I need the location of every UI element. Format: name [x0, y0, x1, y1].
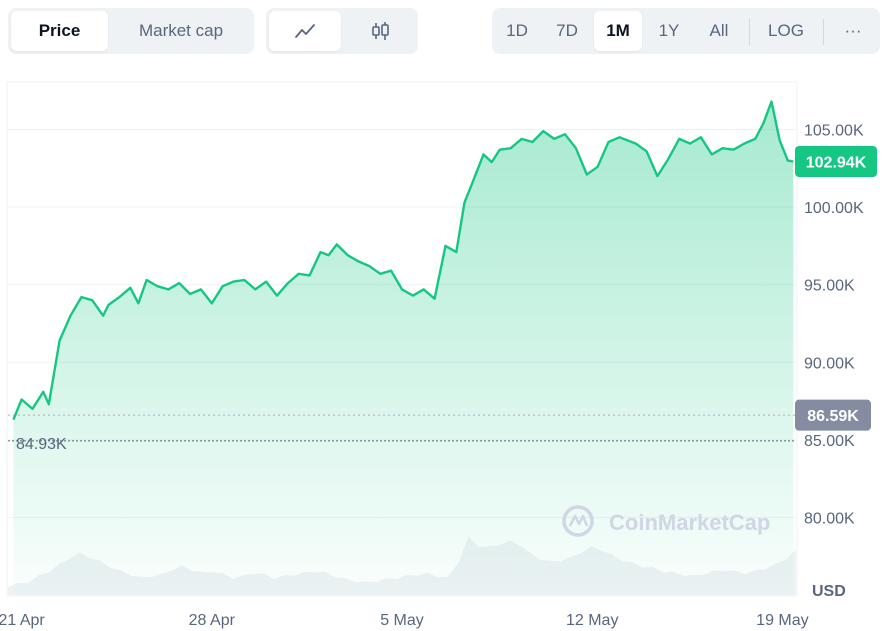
- more-options-button[interactable]: ···: [844, 21, 862, 40]
- y-tick-label: 85.00K: [804, 433, 855, 450]
- range-7d[interactable]: 7D: [556, 21, 578, 40]
- y-tick-label: 95.00K: [804, 278, 855, 295]
- price-area-fill: [13, 101, 794, 595]
- x-axis: 21 Apr 28 Apr 5 May 12 May 19 May: [0, 612, 809, 629]
- line-chart-icon: [295, 24, 315, 38]
- x-tick-label: 21 Apr: [0, 612, 45, 629]
- y-tick-label: 90.00K: [804, 355, 855, 372]
- current-price-badge: 102.94K: [795, 146, 877, 178]
- range-all[interactable]: All: [709, 21, 729, 40]
- range-tab-group: 1D 7D 1M 1Y All LOG ···: [492, 8, 880, 54]
- open-price-label: 86.59K: [807, 408, 859, 425]
- candlestick-icon: [372, 22, 389, 40]
- log-scale-toggle[interactable]: LOG: [768, 21, 804, 40]
- current-price-label: 102.94K: [806, 155, 867, 172]
- range-divider: [749, 19, 750, 45]
- currency-label: USD: [812, 583, 846, 600]
- x-tick-label: 28 Apr: [189, 612, 236, 629]
- coinmarketcap-logo-icon: [562, 505, 594, 537]
- watermark-text: CoinMarketCap: [609, 510, 770, 535]
- y-tick-label: 105.00K: [804, 123, 864, 140]
- x-tick-label: 12 May: [566, 612, 618, 629]
- range-1m[interactable]: 1M: [594, 11, 642, 51]
- range-1d[interactable]: 1D: [506, 21, 528, 40]
- y-tick-label: 80.00K: [804, 510, 855, 527]
- chart-type-tab-group: [266, 8, 418, 54]
- line-chart-button[interactable]: [269, 11, 341, 51]
- low-price-label: 84.93K: [16, 436, 67, 453]
- y-tick-label: 100.00K: [804, 200, 864, 217]
- price-line: [12, 100, 794, 421]
- metric-tab-group: Price Market cap: [8, 8, 254, 54]
- x-tick-label: 19 May: [756, 612, 808, 629]
- range-1y[interactable]: 1Y: [658, 21, 680, 40]
- more-divider: [823, 19, 824, 45]
- tab-price[interactable]: Price: [11, 11, 108, 51]
- tab-market-cap[interactable]: Market cap: [138, 21, 224, 40]
- candlestick-button[interactable]: [345, 11, 415, 51]
- x-tick-label: 5 May: [380, 612, 424, 629]
- watermark: CoinMarketCap: [562, 505, 770, 537]
- open-price-badge: 86.59K: [795, 399, 871, 431]
- plot-frame: [6, 81, 798, 597]
- y-axis: 80.00K 85.00K 90.00K 95.00K 100.00K 105.00K: [804, 123, 864, 528]
